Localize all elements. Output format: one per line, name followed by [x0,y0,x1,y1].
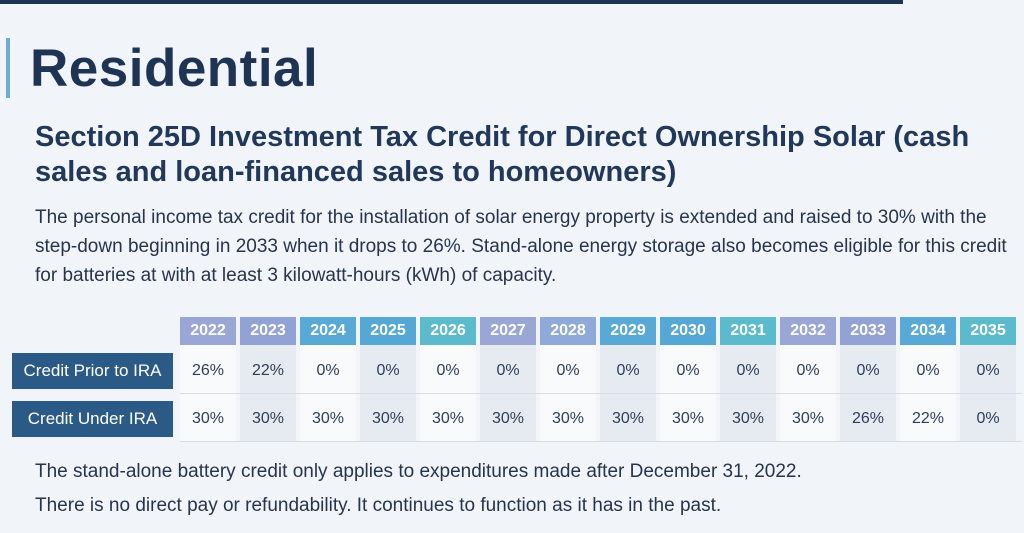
rate-cell: 0% [856,362,880,379]
year-header: 2030 [660,317,716,345]
rate-cell: 26% [191,362,225,379]
rate-cell: 30% [431,410,465,427]
rate-cell: 30% [611,410,645,427]
row-divider [180,441,1022,442]
rate-cell: 30% [191,410,225,427]
year-header: 2026 [420,317,476,345]
rate-cell: 0% [736,362,760,379]
rate-cell: 0% [976,362,1000,379]
year-header: 2028 [540,317,596,345]
year-header: 2034 [900,317,956,345]
year-header: 2023 [240,317,296,345]
section-subtitle: Section 25D Investment Tax Credit for Di… [35,121,970,188]
rate-cell: 0% [496,362,520,379]
intro-paragraph: The personal income tax credit for the i… [35,207,1007,286]
row-label-prior-ira: Credit Prior to IRA [12,353,173,389]
rate-cell: 0% [796,362,820,379]
year-header: 2033 [840,317,896,345]
rate-cell: 30% [791,410,825,427]
rate-cell: 30% [671,410,705,427]
page-title: Residential [30,39,319,98]
year-header: 2029 [600,317,656,345]
row-label-under-ira: Credit Under IRA [12,401,173,437]
rate-cell: 22% [911,410,945,427]
footer-note-refund: There is no direct pay or refundability.… [35,495,722,516]
heading-accent-bar [6,38,10,98]
footer-note-battery: The stand-alone battery credit only appl… [35,461,802,482]
year-header: 2035 [960,317,1016,345]
rate-cell: 0% [916,362,940,379]
year-header: 2022 [180,317,236,345]
rate-cell: 30% [371,410,405,427]
rate-cell: 0% [976,410,1000,427]
year-header: 2024 [300,317,356,345]
rate-cell: 0% [556,362,580,379]
rate-cell: 0% [316,362,340,379]
rate-cell: 30% [491,410,525,427]
row-divider [180,393,1022,394]
rate-cell: 26% [851,410,885,427]
year-header: 2031 [720,317,776,345]
rate-cell: 30% [551,410,585,427]
rate-cell: 0% [436,362,460,379]
rate-cell: 30% [731,410,765,427]
year-header: 2032 [780,317,836,345]
rate-cell: 0% [376,362,400,379]
rate-cell: 22% [251,362,285,379]
rate-cell: 30% [311,410,345,427]
year-header: 2025 [360,317,416,345]
year-header: 2027 [480,317,536,345]
rate-cell: 0% [616,362,640,379]
rate-cell: 30% [251,410,285,427]
rate-cell: 0% [676,362,700,379]
top-divider [0,0,903,4]
